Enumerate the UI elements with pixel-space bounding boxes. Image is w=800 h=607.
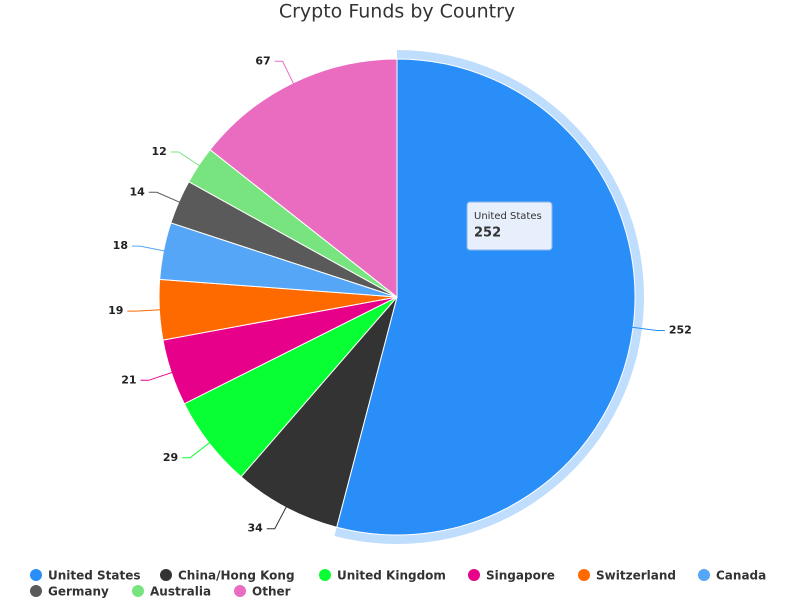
label-connector bbox=[266, 505, 288, 530]
legend-label: Australia bbox=[150, 585, 211, 599]
legend-marker bbox=[468, 569, 480, 581]
legend-marker bbox=[698, 569, 710, 581]
legend-marker bbox=[30, 585, 42, 597]
label-connector bbox=[170, 151, 201, 167]
label-connector bbox=[127, 309, 162, 312]
data-label: 67 bbox=[255, 54, 270, 67]
data-label: 12 bbox=[151, 145, 166, 158]
label-connector bbox=[182, 441, 211, 459]
legend-marker bbox=[578, 569, 590, 581]
data-label: 18 bbox=[113, 239, 128, 252]
legend-label: China/Hong Kong bbox=[178, 569, 295, 583]
label-connector bbox=[140, 371, 174, 381]
legend-label: Germany bbox=[48, 585, 109, 599]
legend-marker bbox=[234, 585, 246, 597]
label-connector bbox=[131, 245, 166, 252]
data-label: 252 bbox=[669, 323, 692, 336]
label-connector bbox=[148, 191, 181, 204]
label-connector bbox=[274, 60, 295, 85]
tooltip-name: United States bbox=[474, 211, 542, 222]
tooltip-value: 252 bbox=[474, 226, 501, 241]
legend-label: Other bbox=[252, 585, 291, 599]
legend-marker bbox=[160, 569, 172, 581]
legend-label: United Kingdom bbox=[337, 569, 446, 583]
data-label: 21 bbox=[121, 373, 136, 386]
legend-marker bbox=[132, 585, 144, 597]
legend-marker bbox=[30, 569, 42, 581]
data-label: 19 bbox=[108, 304, 123, 317]
legend-marker bbox=[319, 569, 331, 581]
data-label: 29 bbox=[163, 451, 178, 464]
legend-label: Canada bbox=[716, 569, 766, 583]
chart-title: Crypto Funds by Country bbox=[279, 1, 515, 23]
data-label: 34 bbox=[247, 522, 263, 535]
legend-label: Singapore bbox=[486, 569, 555, 583]
data-label: 14 bbox=[130, 185, 146, 198]
legend-label: United States bbox=[48, 569, 141, 583]
tooltip-box bbox=[466, 201, 553, 251]
label-connector bbox=[631, 326, 665, 331]
tooltip: United States 252 bbox=[466, 201, 553, 251]
legend-label: Switzerland bbox=[596, 569, 676, 583]
